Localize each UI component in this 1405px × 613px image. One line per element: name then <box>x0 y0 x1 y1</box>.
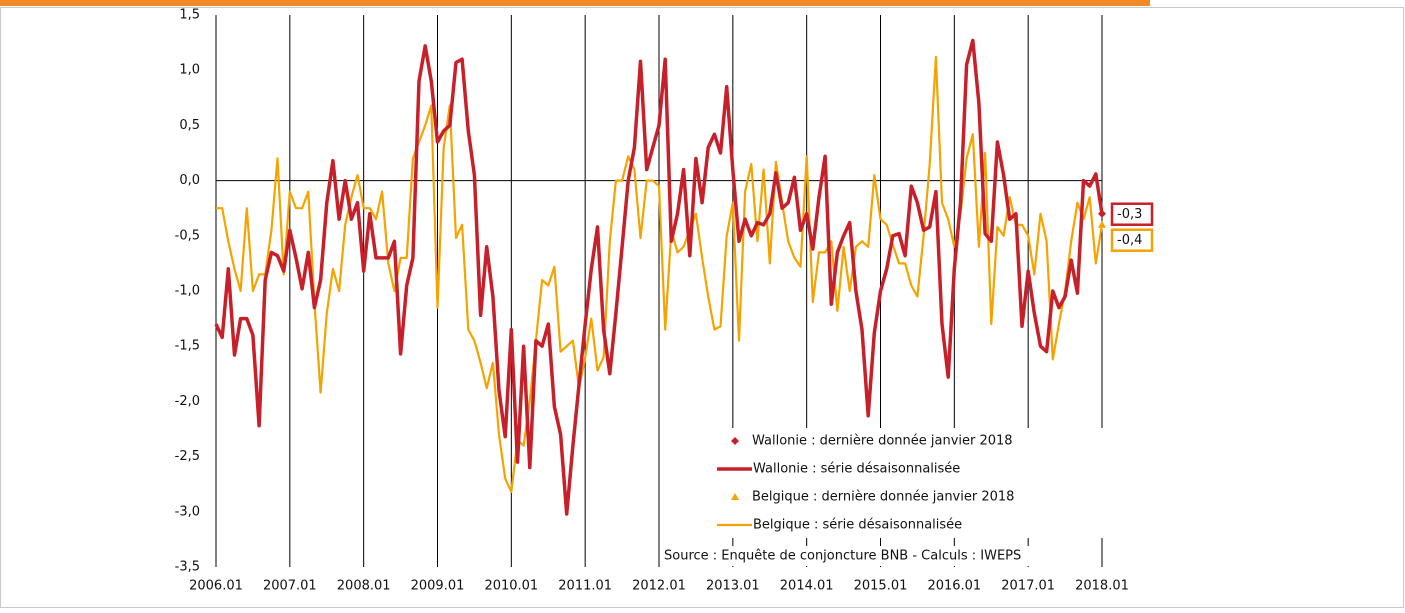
value-label: -0,4 <box>1117 233 1142 248</box>
source-note: Source : Enquête de conjoncture BNB - Ca… <box>664 549 1021 564</box>
legend-marker <box>731 437 739 445</box>
x-tick-label: 2007.01 <box>263 579 317 594</box>
x-tick-label: 2013.01 <box>706 579 760 594</box>
chart-frame <box>0 7 1404 608</box>
series-line <box>216 55 1104 493</box>
header-strip <box>0 0 1150 6</box>
y-tick-label: -1,0 <box>175 284 200 299</box>
value-label-box <box>1110 228 1154 252</box>
y-tick-label: 0,0 <box>179 173 200 188</box>
x-tick-label: 2017.01 <box>1001 579 1055 594</box>
x-tick-label: 2012.01 <box>632 579 686 594</box>
x-tick-label: 2006.01 <box>189 579 243 594</box>
y-tick-label: -3,5 <box>175 560 200 575</box>
y-tick-label: -1,5 <box>175 339 200 354</box>
y-tick-label: -0,5 <box>175 228 200 243</box>
value-label: -0,3 <box>1117 207 1142 222</box>
y-tick-label: -3,0 <box>175 504 200 519</box>
legend-label: Belgique : dernière donnée janvier 2018 <box>752 490 1014 505</box>
x-tick-label: 2014.01 <box>780 579 834 594</box>
series-line <box>214 38 1104 516</box>
x-tick-label: 2010.01 <box>484 579 538 594</box>
legend-label: Belgique : série désaisonnalisée <box>753 518 962 533</box>
x-tick-label: 2018.01 <box>1075 579 1129 594</box>
value-label-box <box>1110 202 1154 226</box>
legend-label: Wallonie : série désaisonnalisée <box>753 462 960 477</box>
legend-marker <box>731 493 739 500</box>
latest-point <box>1098 209 1106 218</box>
y-tick-label: 1,5 <box>179 8 200 23</box>
y-tick-label: 0,5 <box>179 118 200 133</box>
y-tick-label: 1,0 <box>179 63 200 78</box>
x-tick-label: 2011.01 <box>558 579 612 594</box>
legend-label: Wallonie : dernière donnée janvier 2018 <box>752 434 1013 449</box>
x-tick-label: 2008.01 <box>337 579 391 594</box>
x-tick-label: 2009.01 <box>411 579 465 594</box>
x-tick-label: 2015.01 <box>854 579 908 594</box>
y-tick-label: -2,5 <box>175 449 200 464</box>
source-bg <box>660 546 1100 566</box>
legend: Wallonie : dernière donnée janvier 2018 W… <box>700 428 1140 538</box>
legend-bg <box>700 428 1140 538</box>
y-tick-label: -2,0 <box>175 394 200 409</box>
x-tick-label: 2016.01 <box>927 579 981 594</box>
latest-point <box>1098 220 1106 228</box>
